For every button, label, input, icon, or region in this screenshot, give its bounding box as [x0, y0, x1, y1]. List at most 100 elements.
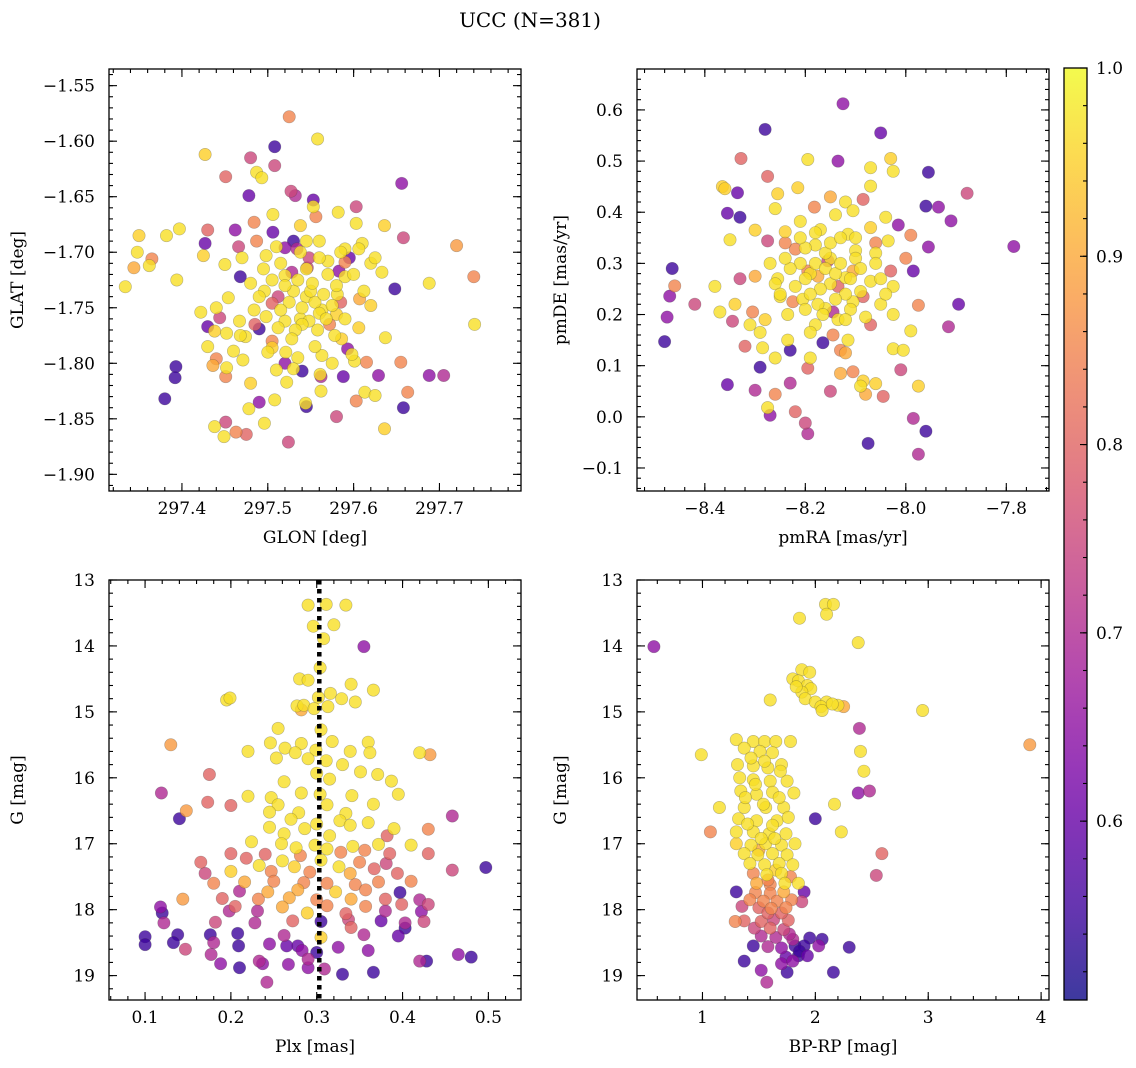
plx-point: [391, 929, 405, 943]
pm-point: [733, 210, 747, 224]
radec-point: [329, 410, 343, 424]
pm-point: [720, 378, 734, 392]
pm-point: [793, 231, 807, 245]
radec-point: [130, 245, 144, 259]
cmd-point: [783, 734, 797, 748]
cmd-point: [779, 901, 793, 915]
pm-point: [781, 307, 795, 321]
plx-point: [263, 736, 277, 750]
radec-point: [198, 148, 212, 162]
cmd-xtick-label: 2: [810, 1008, 821, 1028]
pm-point: [723, 233, 737, 247]
cmd-point: [826, 597, 840, 611]
pm-point: [899, 251, 913, 265]
pm-point: [783, 376, 797, 390]
plx-point: [371, 837, 385, 851]
plx-point: [479, 860, 493, 874]
plx-point: [282, 891, 296, 905]
pm-point: [828, 292, 842, 306]
radec-point: [468, 317, 482, 331]
cmd-point: [741, 817, 755, 831]
plx-point: [251, 892, 265, 906]
pm-point: [793, 214, 807, 228]
radec-point: [209, 301, 223, 315]
plx-point: [325, 734, 339, 748]
radec-point: [229, 425, 243, 439]
pm-point: [921, 165, 935, 179]
pm-point: [911, 379, 925, 393]
radec-point: [274, 303, 288, 317]
plx-point: [301, 598, 315, 612]
pm-point: [748, 383, 762, 397]
radec-point: [233, 270, 247, 284]
pm-point: [753, 360, 767, 374]
plx-point: [238, 875, 252, 889]
cmd-point: [812, 939, 826, 953]
radec-point: [252, 395, 266, 409]
plx-point: [262, 937, 276, 951]
plx-point: [358, 843, 372, 857]
colorbar-tick-label: 0.8: [1096, 436, 1123, 456]
radec-point: [233, 328, 247, 342]
radec-point: [378, 331, 392, 345]
plx-point: [204, 947, 218, 961]
plx-point: [287, 860, 301, 874]
radec-point: [319, 312, 333, 326]
radec-point: [268, 393, 282, 407]
radec-xtick-label: 297.6: [329, 499, 378, 519]
figure-title: UCC (N=381): [459, 8, 601, 32]
pm-point: [960, 186, 974, 200]
pm-point: [660, 310, 674, 324]
radec-point: [227, 344, 241, 358]
pm-point: [783, 261, 797, 275]
pm-point: [874, 126, 888, 140]
cmd-point: [694, 748, 708, 762]
plx-point: [274, 837, 288, 851]
plx-point: [179, 804, 193, 818]
pm-point: [665, 261, 679, 275]
cmd-point: [737, 847, 751, 861]
pm-point: [773, 287, 787, 301]
radec-point: [299, 396, 313, 410]
radec-point: [352, 321, 366, 335]
cmd-point: [842, 940, 856, 954]
plx-ytick-label: 18: [73, 901, 95, 921]
pm-point: [906, 411, 920, 425]
radec-point: [168, 371, 182, 385]
radec-point: [311, 132, 325, 146]
plx-xlabel: Plx [mas]: [275, 1037, 355, 1057]
plx-point: [138, 938, 152, 952]
cmd-point: [791, 876, 805, 890]
radec-point: [236, 353, 250, 367]
plx-point: [387, 822, 401, 836]
pm-point: [808, 256, 822, 270]
colorbar-tick-label: 0.7: [1096, 624, 1123, 644]
cmd-point: [789, 680, 803, 694]
pm-point: [904, 324, 918, 338]
plx-point: [284, 812, 298, 826]
cmd-point: [1023, 738, 1037, 752]
cmd-point: [869, 868, 883, 882]
cmd-point: [754, 831, 768, 845]
plx-point: [384, 774, 398, 788]
radec-point: [279, 345, 293, 359]
pm-point: [884, 152, 898, 166]
plx-point: [198, 866, 212, 880]
cmd-point: [827, 797, 841, 811]
plx-point: [367, 862, 381, 876]
pm-point: [763, 256, 777, 270]
radec-point: [198, 236, 212, 250]
radec-point: [201, 340, 215, 354]
plx-point: [231, 926, 245, 940]
pm-point: [952, 297, 966, 311]
pm-ytick-label: 0.1: [596, 357, 623, 377]
pm-point: [941, 320, 955, 334]
radec-point: [321, 267, 335, 281]
pm-point: [730, 186, 744, 200]
cmd-point: [826, 965, 840, 979]
plx-point: [421, 897, 435, 911]
cmd-xtick-label: 3: [923, 1008, 934, 1028]
pm-point: [713, 305, 727, 319]
plx-point: [301, 952, 315, 966]
radec-point: [252, 290, 266, 304]
